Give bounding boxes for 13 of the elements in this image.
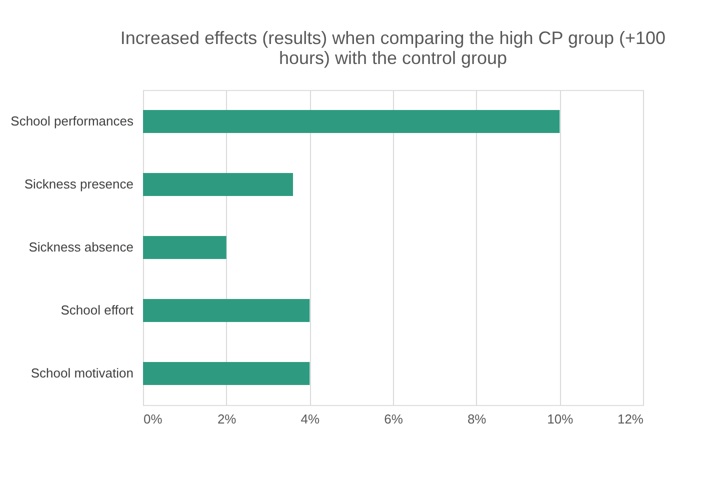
x-tick-label: 8% <box>467 412 487 426</box>
x-tick-label: 0% <box>144 412 163 426</box>
x-tick-label: 10% <box>547 412 574 426</box>
y-tick-label: Sickness absence <box>28 240 134 254</box>
y-tick-label: School motivation <box>30 366 134 380</box>
x-tick-label: 4% <box>300 412 320 426</box>
y-tick-label: School effort <box>60 302 134 318</box>
y-tick-label: School performances <box>10 114 134 128</box>
y-tick-label: Sickness presence <box>24 176 134 192</box>
x-tick-label: 2% <box>217 412 237 426</box>
x-tick-label: 6% <box>384 412 404 426</box>
x-tick-label: 12% <box>617 412 644 426</box>
chart-title: Increased effects (results) when comparing the high CP group (+100 hours) with the control group <box>120 28 666 68</box>
